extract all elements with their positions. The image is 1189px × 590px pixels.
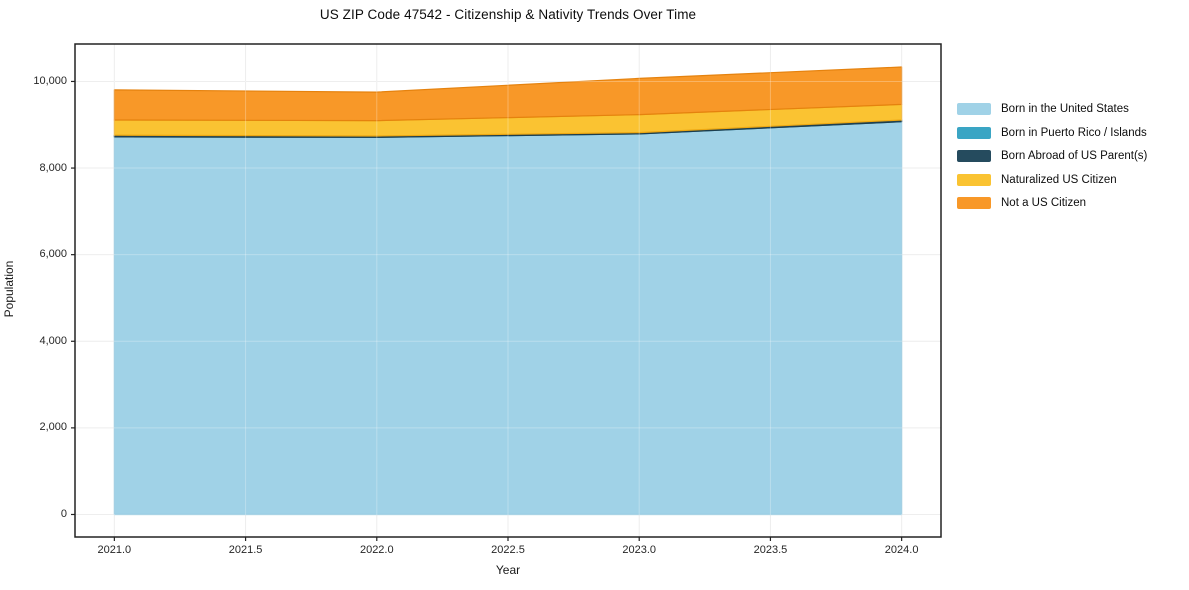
area-band-not-a-us-citizen: [113, 66, 903, 122]
legend-swatch-born-abroad: [957, 150, 991, 162]
legend-item: Born in the United States: [957, 103, 1147, 115]
x-tick-label: 2021.5: [228, 544, 263, 556]
legend-label: Born Abroad of US Parent(s): [1001, 150, 1148, 162]
legend: Born in the United States Born in Puerto…: [957, 103, 1147, 221]
legend-swatch-puerto-rico: [957, 126, 991, 139]
y-tick-label: 2,000: [39, 421, 67, 434]
legend-item: Born Abroad of US Parent(s): [957, 150, 1147, 162]
legend-swatch-naturalized: [957, 173, 991, 186]
x-tick-label: 2022.5: [491, 544, 525, 556]
y-tick-label: 8,000: [39, 161, 67, 174]
legend-swatch-not-citizen: [957, 197, 991, 209]
chart-title: US ZIP Code 47542 - Citizenship & Nativi…: [319, 7, 697, 22]
legend-swatch-born-in-us: [957, 103, 991, 115]
legend-label: Not a US Citizen: [1001, 197, 1087, 209]
legend-item: Naturalized US Citizen: [957, 173, 1147, 186]
legend-item: Not a US Citizen: [957, 197, 1147, 209]
x-tick-label: 2022.0: [359, 544, 394, 556]
legend-label: Born in Puerto Rico / Islands: [1001, 126, 1147, 139]
legend-item: Born in Puerto Rico / Islands: [957, 126, 1147, 139]
x-tick-label: 2021.0: [97, 544, 132, 556]
y-tick-label: 6,000: [39, 248, 67, 261]
legend-label: Born in the United States: [1001, 103, 1129, 115]
x-tick-label: 2024.0: [884, 544, 919, 556]
x-axis-label: Year: [495, 563, 521, 577]
x-tick-label: 2023.5: [753, 544, 788, 556]
legend-label: Naturalized US Citizen: [1001, 173, 1117, 186]
y-tick-label: 0: [60, 507, 67, 520]
y-tick-label: 4,000: [39, 334, 67, 347]
x-tick-label: 2023.0: [622, 544, 657, 556]
y-tick-label: 10,000: [33, 74, 67, 87]
